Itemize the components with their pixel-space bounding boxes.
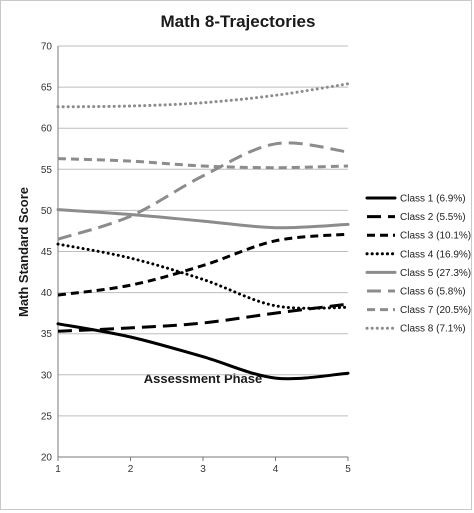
y-tick-label: 35 bbox=[41, 329, 53, 340]
x-tick-label: 2 bbox=[128, 464, 134, 475]
legend-label-class-8: Class 8 (7.1%) bbox=[400, 324, 466, 335]
legend-label-class-6: Class 6 (5.8%) bbox=[400, 287, 466, 298]
legend-label-class-3: Class 3 (10.1%) bbox=[400, 231, 471, 242]
y-tick-label: 40 bbox=[41, 288, 53, 299]
chart-title: Math 8-Trajectories bbox=[161, 12, 316, 31]
y-tick-label: 20 bbox=[41, 453, 53, 464]
y-tick-label: 55 bbox=[41, 165, 53, 176]
y-tick-label: 60 bbox=[41, 124, 53, 135]
y-tick-label: 30 bbox=[41, 370, 53, 381]
x-tick-label: 3 bbox=[200, 464, 206, 475]
y-tick-label: 65 bbox=[41, 83, 53, 94]
series-line-class-5 bbox=[56, 208, 350, 230]
legend-label-class-7: Class 7 (20.5%) bbox=[400, 305, 471, 316]
y-tick-label: 25 bbox=[41, 411, 53, 422]
legend-label-class-2: Class 2 (5.5%) bbox=[400, 212, 466, 223]
series-line-class-7 bbox=[57, 157, 349, 170]
x-tick-label: 1 bbox=[55, 464, 61, 475]
x-tick-label: 5 bbox=[345, 464, 351, 475]
legend-label-class-5: Class 5 (27.3%) bbox=[400, 268, 471, 279]
y-tick-label: 50 bbox=[41, 206, 53, 217]
series-line-class-6 bbox=[57, 141, 349, 241]
axes bbox=[57, 46, 349, 461]
x-tick-label: 4 bbox=[273, 464, 279, 475]
series-line-class-3 bbox=[57, 232, 349, 297]
y-tick-label: 45 bbox=[41, 247, 53, 258]
legend-label-class-4: Class 4 (16.9%) bbox=[400, 249, 471, 260]
y-tick-label: 70 bbox=[41, 42, 53, 53]
series-line-class-1 bbox=[56, 322, 350, 381]
y-axis-title: Math Standard Score bbox=[16, 187, 31, 317]
legend-label-class-1: Class 1 (6.9%) bbox=[400, 194, 466, 205]
series-line-class-4 bbox=[56, 242, 350, 310]
legend: Class 1 (6.9%) Class 2 (5.5%) Class 3 (10.… bbox=[365, 194, 471, 335]
x-axis-title: Assessment Phase bbox=[144, 371, 263, 386]
series-lines bbox=[56, 82, 350, 381]
gridlines bbox=[58, 45, 348, 458]
series-line-class-2 bbox=[57, 302, 349, 333]
